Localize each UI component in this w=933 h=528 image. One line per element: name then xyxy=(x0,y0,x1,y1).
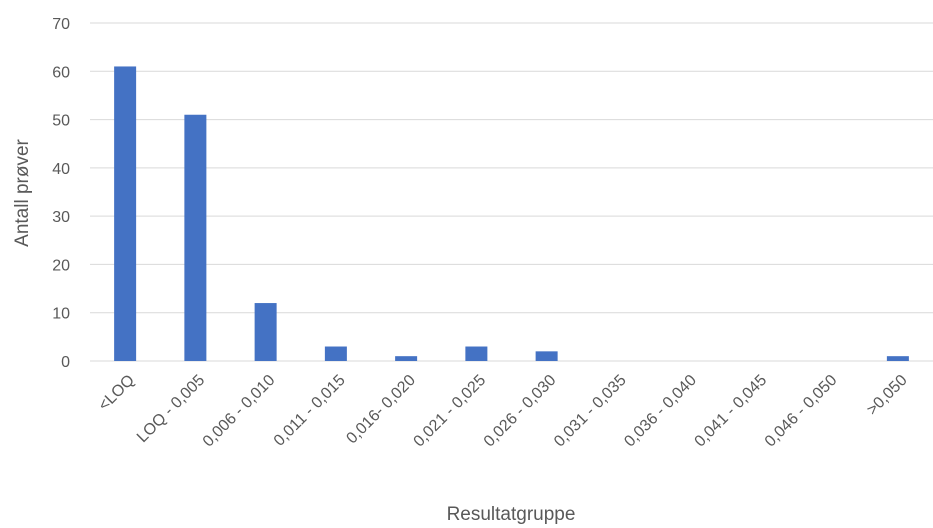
bar xyxy=(465,346,488,361)
bar xyxy=(324,346,347,361)
x-tick-label: 0,021 - 0,025 xyxy=(411,372,490,451)
bar xyxy=(395,356,418,361)
y-tick-label: 0 xyxy=(61,354,70,371)
y-tick-label: 60 xyxy=(52,64,70,81)
x-tick-label: 0,006 - 0,010 xyxy=(200,372,279,451)
y-axis-title: Antall prøver xyxy=(12,138,33,246)
x-tick-label: 0,036 - 0,040 xyxy=(621,372,700,451)
bars xyxy=(114,66,909,361)
y-tick-label: 30 xyxy=(52,209,70,226)
x-tick-label: 0,011 - 0,015 xyxy=(271,372,349,450)
x-tick-label: 0,046 - 0,050 xyxy=(762,372,841,451)
x-tick-label: >0,050 xyxy=(864,372,911,419)
bar xyxy=(184,114,207,361)
y-axis-ticks: 0 10 20 30 40 50 60 70 xyxy=(52,16,70,371)
bar xyxy=(114,66,137,361)
y-tick-label: 70 xyxy=(52,16,70,33)
y-tick-label: 40 xyxy=(52,161,70,178)
x-tick-label: <LOQ xyxy=(95,372,138,415)
x-tick-label: 0,026 - 0,030 xyxy=(481,372,560,451)
x-tick-label: 0,031 - 0,035 xyxy=(551,372,630,451)
y-tick-label: 50 xyxy=(52,113,70,130)
bar xyxy=(535,351,558,361)
x-tick-label: 0,041 - 0,045 xyxy=(692,372,771,451)
x-axis-title: Resultatgruppe xyxy=(447,504,576,525)
y-tick-label: 10 xyxy=(52,306,70,323)
bar xyxy=(886,356,909,361)
y-tick-label: 20 xyxy=(52,257,70,274)
x-tick-label: LOQ - 0,005 xyxy=(134,372,208,446)
gridlines xyxy=(90,22,933,362)
x-tick-label: 0,016- 0,020 xyxy=(343,372,419,448)
bar xyxy=(254,303,277,361)
